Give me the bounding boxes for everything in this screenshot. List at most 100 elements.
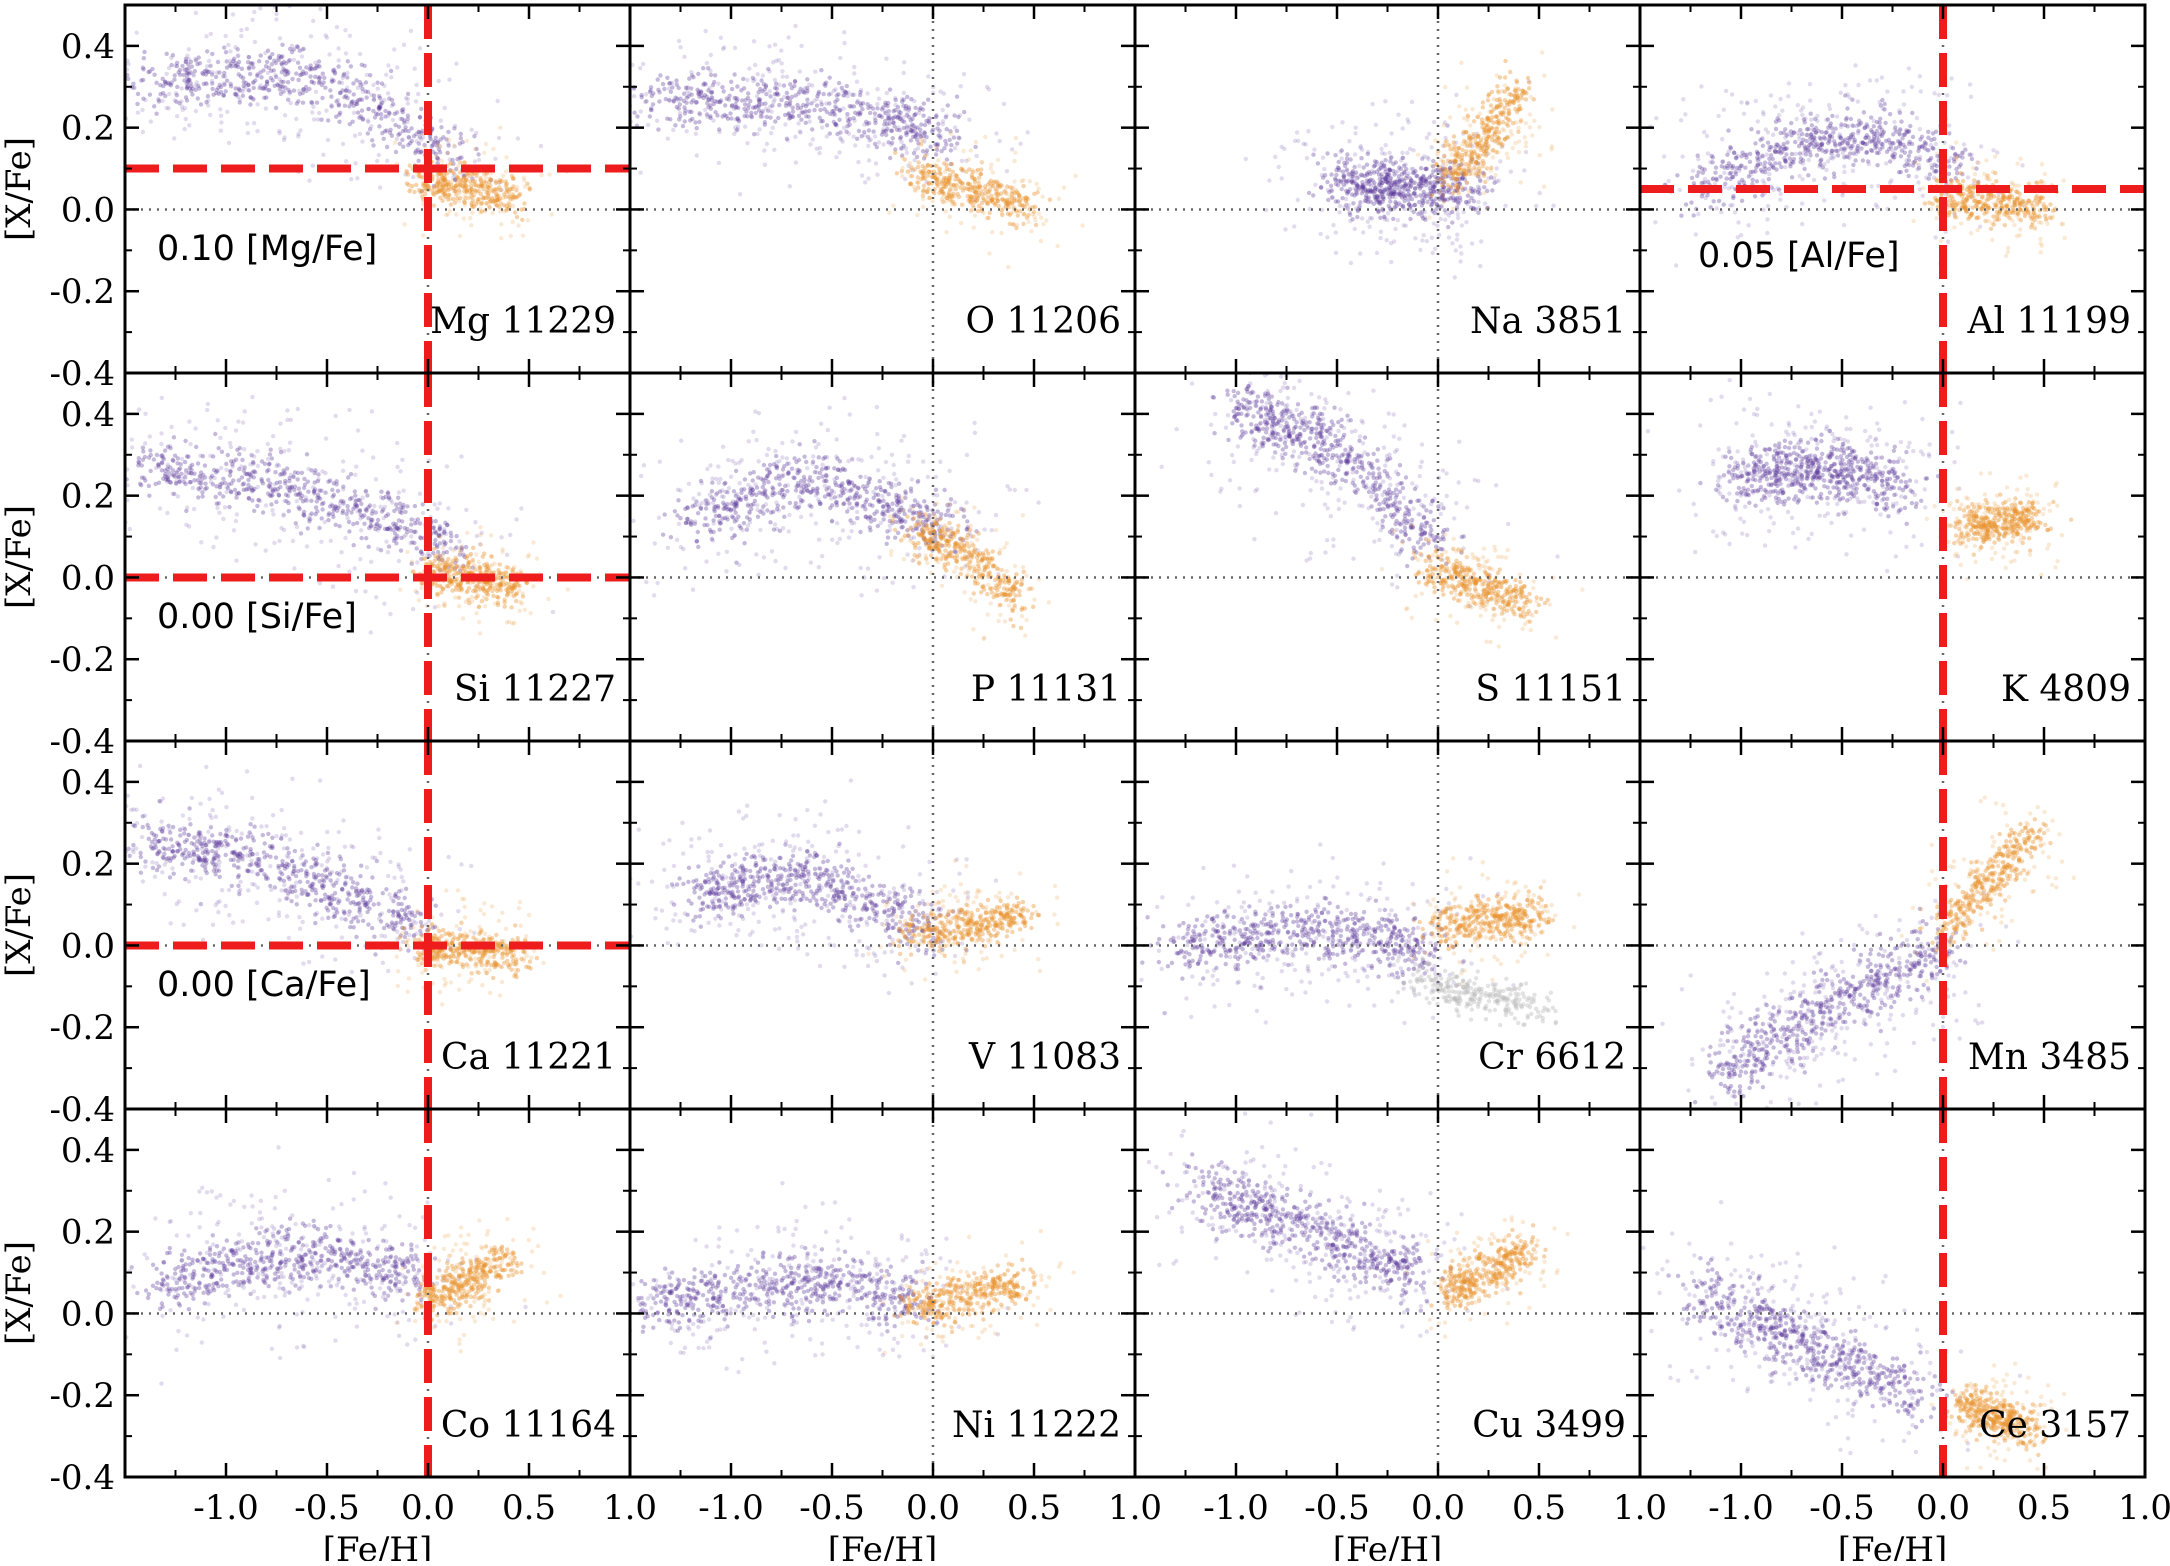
- data-point: [385, 145, 389, 149]
- data-point: [245, 121, 249, 125]
- data-point: [288, 58, 292, 62]
- data-point: [290, 77, 294, 81]
- data-point: [651, 102, 655, 106]
- data-point: [871, 129, 875, 133]
- data-point: [1351, 201, 1355, 205]
- data-point: [1796, 103, 1800, 107]
- data-point: [820, 125, 824, 129]
- data-point: [484, 201, 488, 205]
- data-point: [972, 226, 976, 230]
- data-point: [1766, 141, 1770, 145]
- data-point: [820, 102, 824, 106]
- data-point: [1863, 142, 1867, 146]
- data-point: [1311, 153, 1315, 157]
- data-point: [1849, 117, 1853, 121]
- data-point: [1456, 172, 1460, 176]
- data-point: [705, 61, 709, 65]
- data-point: [367, 107, 371, 111]
- data-point: [1726, 128, 1730, 132]
- data-point: [710, 95, 714, 99]
- data-point: [837, 150, 841, 154]
- data-point: [1010, 147, 1014, 151]
- data-point: [1409, 179, 1413, 183]
- data-point: [1767, 167, 1771, 171]
- data-point: [706, 105, 710, 109]
- data-point: [1430, 173, 1434, 177]
- data-point: [1880, 75, 1884, 79]
- data-point: [1749, 127, 1753, 131]
- data-point: [219, 129, 223, 133]
- data-point: [1497, 137, 1501, 141]
- data-point: [175, 64, 179, 68]
- data-point: [1954, 140, 1958, 144]
- data-point: [1856, 99, 1860, 103]
- data-point: [849, 104, 853, 108]
- data-point: [496, 99, 500, 103]
- data-point: [1478, 179, 1482, 183]
- data-point: [479, 176, 483, 180]
- data-point: [329, 95, 333, 99]
- data-point: [756, 72, 760, 76]
- data-point: [274, 75, 278, 79]
- scatter-points: [559, 0, 1085, 269]
- data-point: [1917, 166, 1921, 170]
- data-point: [1388, 176, 1392, 180]
- data-point: [1341, 174, 1345, 178]
- data-point: [418, 46, 422, 50]
- data-point: [1334, 251, 1338, 255]
- data-point: [726, 117, 730, 121]
- data-point: [1468, 123, 1472, 127]
- data-point: [1785, 140, 1789, 144]
- data-point: [986, 190, 990, 194]
- data-point: [310, 101, 314, 105]
- data-point: [1827, 103, 1831, 107]
- data-point: [1413, 203, 1417, 207]
- data-point: [1498, 75, 1502, 79]
- data-point: [136, 92, 140, 96]
- data-point: [1470, 156, 1474, 160]
- data-point: [1446, 183, 1450, 187]
- data-point: [671, 128, 675, 132]
- data-point: [793, 80, 797, 84]
- data-point: [1390, 190, 1394, 194]
- data-point: [1039, 239, 1043, 243]
- data-point: [962, 186, 966, 190]
- data-point: [961, 149, 965, 153]
- data-point: [944, 209, 948, 213]
- data-point: [1467, 164, 1471, 168]
- panel-na: Na 3851: [1135, 5, 1640, 373]
- data-point: [763, 163, 767, 167]
- data-point: [1057, 197, 1061, 201]
- data-point: [962, 110, 966, 114]
- data-point: [898, 128, 902, 132]
- data-point: [237, 60, 241, 64]
- data-point: [318, 7, 322, 11]
- data-point: [225, 79, 229, 83]
- data-point: [966, 182, 970, 186]
- data-point: [835, 98, 839, 102]
- data-point: [514, 188, 518, 192]
- data-point: [1787, 81, 1791, 85]
- data-point: [1432, 211, 1436, 215]
- data-point: [1702, 130, 1706, 134]
- data-point: [650, 94, 654, 98]
- data-point: [1458, 244, 1462, 248]
- data-point: [959, 84, 963, 88]
- data-point: [452, 126, 456, 130]
- data-point: [504, 155, 508, 159]
- data-point: [1355, 215, 1359, 219]
- data-point: [1736, 220, 1740, 224]
- data-point: [406, 172, 410, 176]
- data-point: [1856, 144, 1860, 148]
- data-point: [988, 211, 992, 215]
- data-point: [1373, 186, 1377, 190]
- data-point: [1823, 150, 1827, 154]
- data-point: [780, 69, 784, 73]
- data-point: [1383, 167, 1387, 171]
- data-point: [1363, 174, 1367, 178]
- data-point: [772, 148, 776, 152]
- data-point: [1508, 70, 1512, 74]
- data-point: [1452, 145, 1456, 149]
- data-point: [838, 56, 842, 60]
- data-point: [583, 120, 587, 124]
